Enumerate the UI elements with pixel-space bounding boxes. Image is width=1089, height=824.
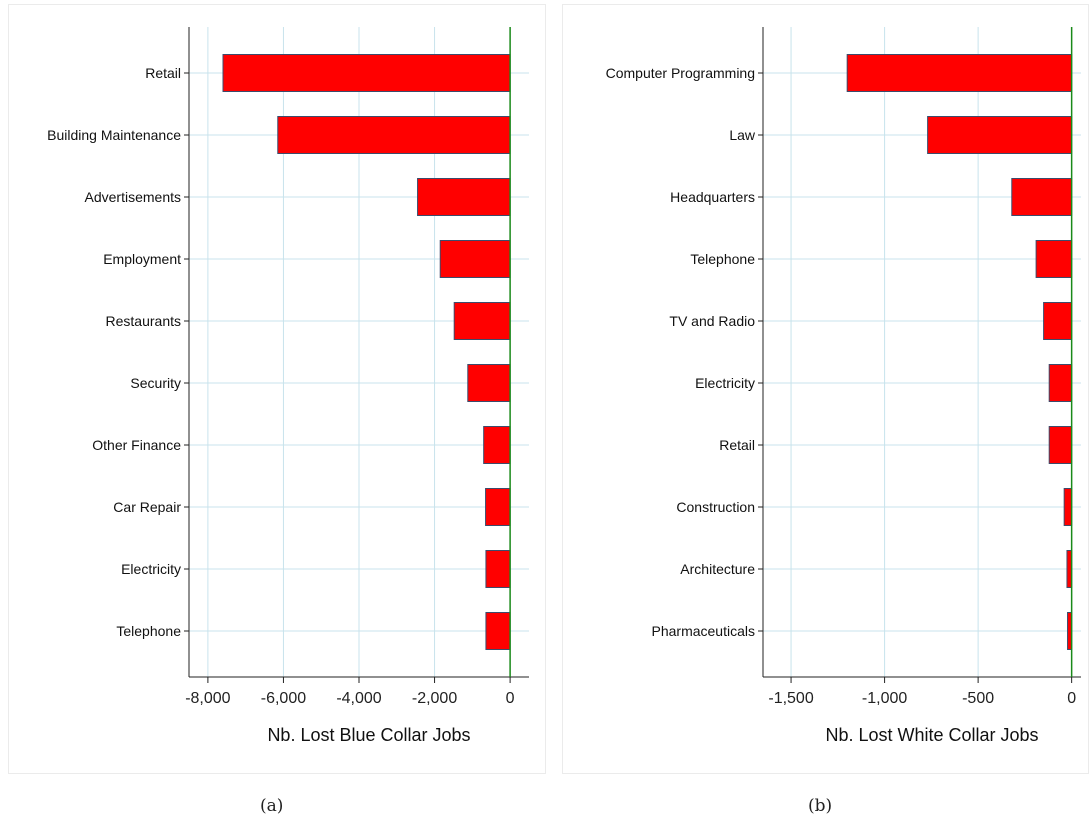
chart-a-category-label: Other Finance — [92, 437, 181, 453]
chart-panel-a: Retail Building Maintenance Advertisements… — [8, 4, 546, 774]
chart-a-bar — [417, 178, 511, 216]
chart-b-category-label: Telephone — [690, 251, 755, 267]
chart-b-category-label: Law — [729, 127, 756, 143]
chart-a-x-tick-label: -6,000 — [261, 690, 306, 707]
chart-b-bar — [1063, 488, 1073, 526]
chart-b-x-tick-label: -500 — [962, 690, 994, 707]
chart-b-category-label: Headquarters — [670, 189, 755, 205]
chart-b-bar — [1011, 178, 1073, 216]
chart-b-bar — [1048, 364, 1073, 402]
chart-a-category-label: Security — [130, 375, 181, 391]
chart-b-category-label: Electricity — [695, 375, 755, 391]
chart-a-bar — [483, 426, 511, 464]
chart-b-category-label: Computer Programming — [606, 65, 755, 81]
chart-a-category-label: Retail — [145, 65, 181, 81]
chart-b-svg: Computer Programming Law Headquarters Telep… — [606, 27, 1081, 745]
chart-panel-b: Computer Programming Law Headquarters Telep… — [562, 4, 1089, 774]
chart-a-x-tick-label: -4,000 — [336, 690, 381, 707]
chart-a-x-tick-label: -2,000 — [412, 690, 457, 707]
chart-a-bar — [222, 54, 511, 92]
chart-b-x-axis-label: Nb. Lost White Collar Jobs — [825, 725, 1038, 745]
chart-b-x-tick-label: 0 — [1067, 690, 1076, 707]
chart-a-category-label: Telephone — [116, 623, 181, 639]
chart-b-category-label: TV and Radio — [669, 313, 755, 329]
chart-a-category-label: Car Repair — [113, 499, 181, 515]
chart-b-bar — [1048, 426, 1073, 464]
chart-a-category-label: Building Maintenance — [47, 127, 181, 143]
chart-b-x-tick-label: -1,000 — [862, 690, 907, 707]
chart-a-x-tick-label: -8,000 — [185, 690, 230, 707]
chart-a-x-axis-label: Nb. Lost Blue Collar Jobs — [267, 725, 470, 745]
chart-a-category-label: Advertisements — [85, 189, 181, 205]
chart-a-bar — [467, 364, 511, 402]
chart-b-bar — [1043, 302, 1073, 340]
chart-a-bar — [485, 612, 511, 650]
chart-a-bar — [277, 116, 511, 154]
chart-a-category-label: Restaurants — [106, 313, 181, 329]
chart-b-bar — [1035, 240, 1073, 278]
chart-a-bar — [439, 240, 511, 278]
chart-b-category-label: Construction — [676, 499, 755, 515]
caption-a: (a) — [260, 796, 284, 816]
chart-a-x-tick-label: 0 — [506, 690, 515, 707]
chart-a-bar — [485, 488, 511, 526]
chart-b-bar — [927, 116, 1073, 154]
chart-a-svg: Retail Building Maintenance Advertisements… — [47, 27, 529, 745]
caption-b: (b) — [808, 796, 833, 816]
chart-a-bar — [485, 550, 511, 588]
chart-a-category-label: Electricity — [121, 561, 181, 577]
chart-a-bar — [453, 302, 511, 340]
chart-b-category-label: Retail — [719, 437, 755, 453]
chart-b-category-label: Pharmaceuticals — [652, 623, 756, 639]
chart-a-category-label: Employment — [103, 251, 181, 267]
chart-b-bar — [846, 54, 1073, 92]
chart-b-x-tick-label: -1,500 — [768, 690, 813, 707]
chart-b-category-label: Architecture — [680, 561, 755, 577]
